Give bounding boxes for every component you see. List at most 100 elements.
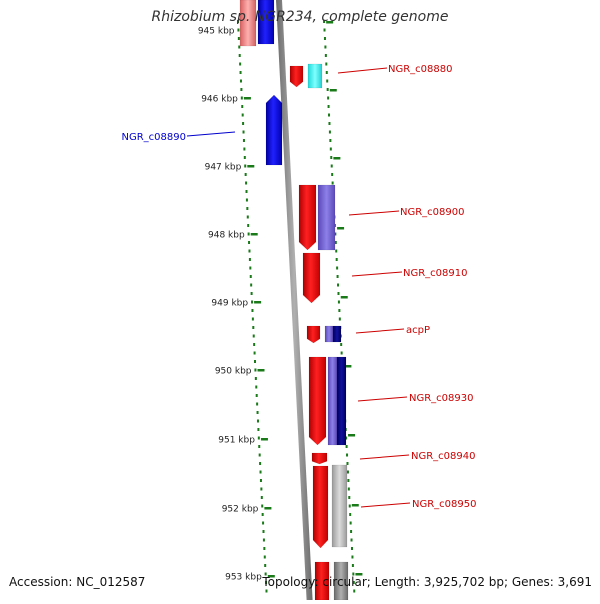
gene-arrow-red — [289, 65, 304, 88]
accession-text: Accession: NC_012587 — [9, 575, 146, 589]
ruler-labels: 945 kbp 946 kbp 947 kbp 948 kbp 949 kbp 950 k… — [198, 27, 262, 583]
gene-label-leader — [360, 502, 411, 508]
ruler-label: 947 kbp — [205, 163, 242, 173]
gene-label[interactable]: NGR_c08910 — [403, 268, 468, 279]
track-border-dot — [335, 258, 338, 261]
track-border-dot — [256, 411, 259, 414]
ruler-label: 953 kbp — [225, 573, 262, 583]
track-border-dot — [242, 139, 245, 142]
gene-block-purple — [327, 356, 338, 446]
track-border-dot — [251, 300, 254, 304]
track-border-dot — [330, 156, 333, 159]
gene-label-leader — [348, 210, 400, 216]
gene-label[interactable]: NGR_c08930 — [409, 393, 474, 404]
gene-features — [239, 0, 349, 601]
track-border-dot — [325, 62, 328, 66]
gene-label-leader — [351, 271, 403, 277]
track-border-dot — [323, 28, 326, 32]
track-border-dot — [254, 377, 257, 380]
major-tick-right — [326, 21, 334, 24]
track-border-dot — [237, 20, 239, 23]
gene-labels[interactable]: NGR_c08880 NGR_c08890 NGR_c08900 NGR_c08910… — [122, 64, 477, 510]
track-border-dot — [237, 37, 240, 40]
track-border-dot — [237, 28, 240, 32]
track-border-dot — [328, 122, 331, 125]
track-border-dot — [334, 232, 337, 236]
gene-arrow-red — [308, 356, 327, 446]
track-border-dot — [337, 292, 340, 295]
ruler-label: 951 kbp — [218, 436, 255, 446]
track-border-dot — [328, 113, 331, 117]
track-border-dot — [239, 79, 242, 83]
track-border-dot — [246, 207, 249, 210]
track-border-dot — [263, 555, 266, 559]
track-border-dot — [239, 71, 242, 74]
track-border-dot — [250, 292, 253, 295]
ruler-label: 945 kbp — [198, 27, 235, 37]
gene-label[interactable]: NGR_c08950 — [412, 499, 477, 510]
track-border-dot — [245, 181, 248, 185]
track-border-dot — [323, 20, 326, 23]
gene-block-cyan — [307, 63, 323, 89]
track-border-dot — [336, 275, 339, 278]
gene-label-leader — [337, 67, 388, 74]
gene-arrow-red — [311, 452, 328, 465]
major-tick-right — [344, 365, 352, 368]
track-border-dot — [328, 130, 331, 134]
track-border-dot — [246, 215, 249, 219]
gene-block-blue-top — [257, 0, 275, 45]
track-border-dot — [348, 496, 351, 499]
track-border-dot — [260, 496, 263, 499]
major-tick-right — [355, 573, 363, 576]
gene-arrow-red — [306, 325, 321, 344]
track-border-dot — [327, 105, 330, 108]
track-border-dot — [252, 334, 255, 338]
track-border-dot — [257, 428, 260, 431]
track-border-dot — [251, 309, 254, 312]
track-border-dot — [247, 232, 250, 236]
gene-label[interactable]: acpP — [406, 325, 430, 336]
genome-summary-text: Topology: circular; Length: 3,925,702 bp… — [262, 575, 592, 589]
track-border-dot — [324, 54, 327, 57]
track-border-dot — [347, 479, 350, 482]
track-border-dot — [265, 589, 268, 593]
track-border-dot — [243, 156, 246, 159]
gene-block-gray — [331, 464, 348, 548]
ruler-label: 952 kbp — [222, 505, 259, 515]
track-border-dot — [337, 300, 340, 304]
track-border-dot — [335, 249, 338, 253]
gene-label[interactable]: NGR_c08900 — [400, 207, 465, 218]
major-tick-left — [264, 507, 272, 510]
track-border-dot — [346, 453, 349, 457]
track-border-dot — [251, 317, 254, 321]
track-border-dot — [254, 368, 257, 372]
track-border-dot — [349, 513, 352, 516]
gene-label-leader — [355, 328, 405, 334]
track-border-dot — [350, 547, 353, 550]
track-border-dot — [331, 173, 334, 176]
track-border-dot — [242, 122, 245, 125]
gene-block-purple — [317, 184, 336, 251]
track-border-dot — [253, 343, 256, 346]
ruler-label: 946 kbp — [201, 95, 238, 105]
track-border-dot — [258, 445, 261, 448]
track-border-dot — [262, 521, 265, 525]
track-border-dot — [262, 538, 265, 542]
track-border-dot — [255, 394, 258, 397]
track-border-dot — [331, 181, 334, 185]
track-border-dot — [247, 224, 250, 227]
ruler-label: 950 kbp — [215, 367, 252, 377]
gene-label[interactable]: NGR_c08890 — [122, 132, 187, 143]
track-border-dot — [243, 147, 246, 151]
track-border-dot — [259, 479, 262, 482]
track-border-dot — [261, 504, 264, 508]
track-border-dot — [346, 470, 349, 474]
track-border-dot — [323, 37, 326, 40]
track-border-dot — [350, 530, 353, 533]
gene-label[interactable]: NGR_c08940 — [411, 451, 476, 462]
track-border-dot — [255, 385, 258, 389]
track-border-dot — [334, 241, 337, 244]
track-border-dot — [252, 326, 255, 329]
gene-label[interactable]: NGR_c08880 — [388, 64, 453, 75]
major-tick-right — [348, 434, 356, 437]
